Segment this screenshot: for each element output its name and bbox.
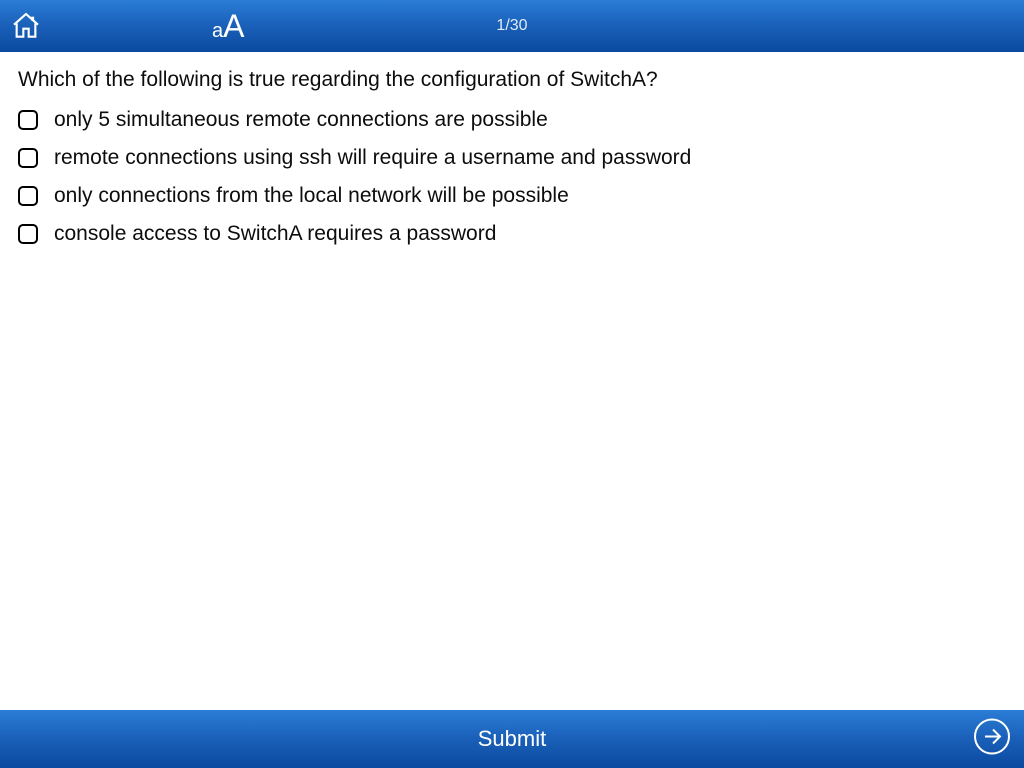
question-prompt: Which of the following is true regarding… xyxy=(18,68,1006,92)
option-row: only 5 simultaneous remote connections a… xyxy=(18,108,1006,132)
home-button[interactable] xyxy=(10,10,42,42)
option-row: console access to SwitchA requires a pas… xyxy=(18,222,1006,246)
content-area: Which of the following is true regarding… xyxy=(0,52,1024,276)
option-checkbox-3[interactable] xyxy=(18,224,38,244)
text-size-large-label: A xyxy=(223,8,244,45)
option-text: remote connections using ssh will requir… xyxy=(54,146,691,170)
arrow-right-icon xyxy=(972,717,1012,757)
submit-button[interactable]: Submit xyxy=(478,726,546,752)
option-row: only connections from the local network … xyxy=(18,184,1006,208)
option-checkbox-1[interactable] xyxy=(18,148,38,168)
option-text: only connections from the local network … xyxy=(54,184,569,208)
header-bar: aA 1/30 xyxy=(0,0,1024,52)
next-button[interactable] xyxy=(972,717,1012,762)
text-size-small-label: a xyxy=(212,20,223,43)
option-text: only 5 simultaneous remote connections a… xyxy=(54,108,548,132)
option-checkbox-0[interactable] xyxy=(18,110,38,130)
option-text: console access to SwitchA requires a pas… xyxy=(54,222,496,246)
home-icon xyxy=(10,10,42,42)
text-size-button[interactable]: aA xyxy=(212,8,244,45)
option-checkbox-2[interactable] xyxy=(18,186,38,206)
footer-bar: Submit xyxy=(0,710,1024,768)
option-row: remote connections using ssh will requir… xyxy=(18,146,1006,170)
question-counter: 1/30 xyxy=(496,17,527,35)
